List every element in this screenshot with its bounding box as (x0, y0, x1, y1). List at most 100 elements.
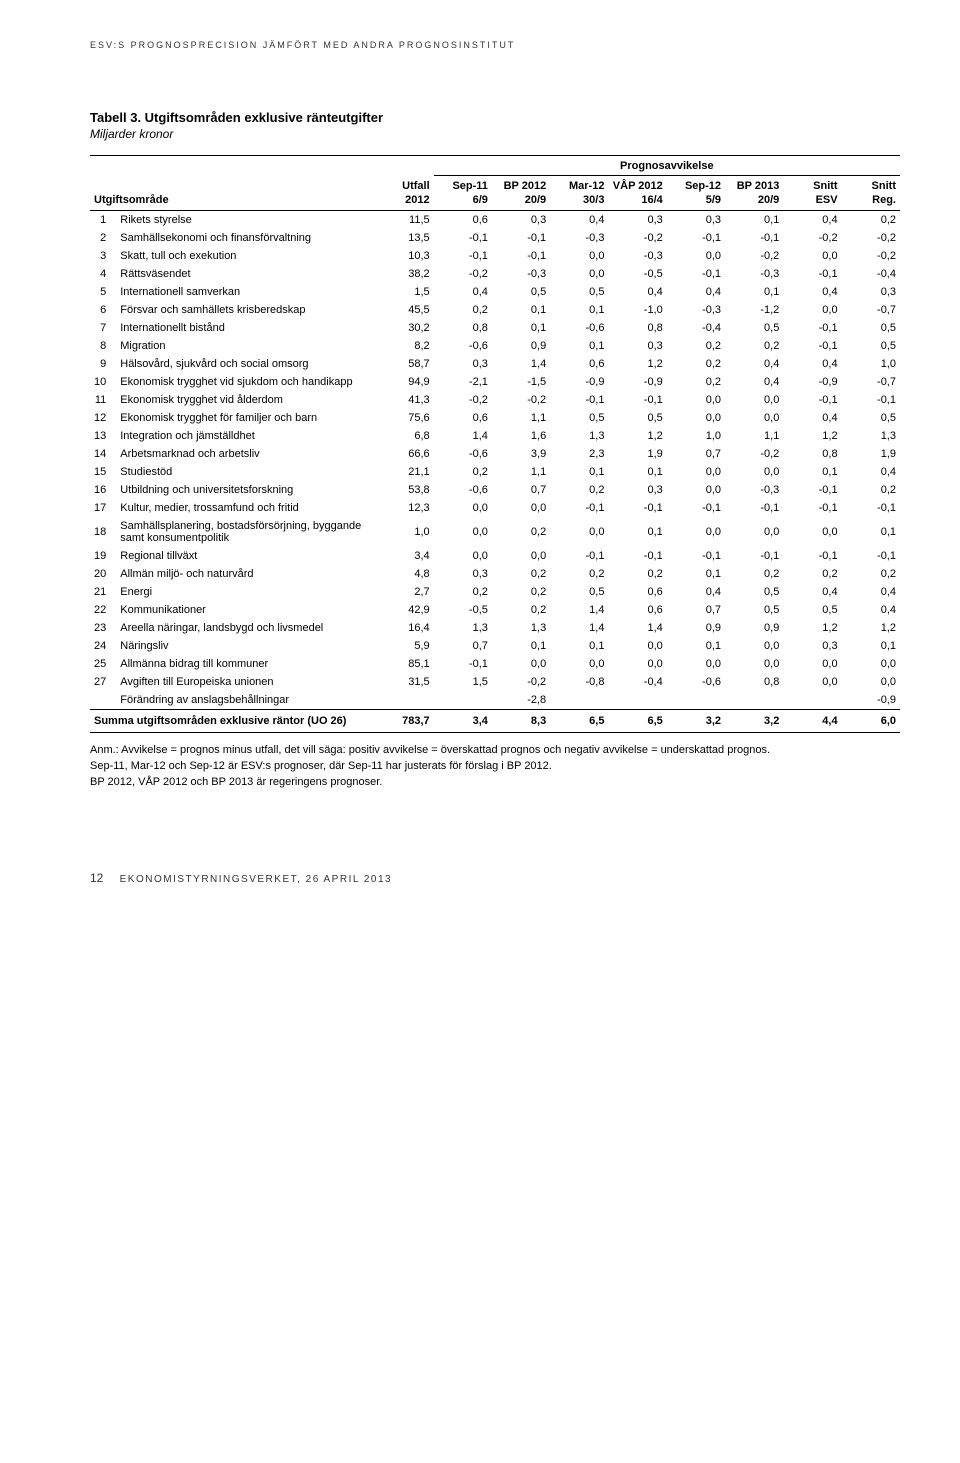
h2-c5: 5/9 (667, 193, 725, 211)
row-utfall: 6,8 (375, 427, 433, 445)
row-val: 0,4 (434, 283, 492, 301)
row-label: Hälsovård, sjukvård och social omsorg (116, 355, 375, 373)
row-val: 0,3 (608, 481, 666, 499)
row-val: 0,5 (550, 283, 608, 301)
h1-c4: VÅP 2012 (608, 176, 666, 194)
row-utfall: 58,7 (375, 355, 433, 373)
row-val: -0,1 (725, 547, 783, 565)
row-val: -0,4 (842, 265, 900, 283)
sum-val: 4,4 (783, 710, 841, 733)
table-body: 1Rikets styrelse11,50,60,30,40,30,30,10,… (90, 211, 900, 733)
row-val: 0,2 (550, 565, 608, 583)
row-val: 1,6 (492, 427, 550, 445)
row-label: Areella näringar, landsbygd och livsmede… (116, 619, 375, 637)
row-val: 0,8 (434, 319, 492, 337)
note-line: Sep-11, Mar-12 och Sep-12 är ESV:s progn… (90, 759, 900, 775)
row-val: 0,2 (667, 355, 725, 373)
row-val: -0,1 (550, 499, 608, 517)
row-number: 5 (90, 283, 116, 301)
row-val: -0,1 (783, 265, 841, 283)
row-val: 0,5 (608, 409, 666, 427)
row-label: Kommunikationer (116, 601, 375, 619)
row-label: Energi (116, 583, 375, 601)
row-label: Rikets styrelse (116, 211, 375, 230)
row-val: -0,2 (492, 391, 550, 409)
row-val: 1,4 (550, 619, 608, 637)
row-val: -0,3 (608, 247, 666, 265)
row-number: 8 (90, 337, 116, 355)
row-utfall: 4,8 (375, 565, 433, 583)
row-label: Arbetsmarknad och arbetsliv (116, 445, 375, 463)
row-val: -1,2 (725, 301, 783, 319)
row-val: 0,0 (667, 409, 725, 427)
row-val: -0,1 (550, 391, 608, 409)
row-val: 0,7 (667, 601, 725, 619)
row-val: 0,6 (608, 583, 666, 601)
h1-left (90, 176, 375, 194)
row-val: 0,1 (842, 637, 900, 655)
row-val: 0,6 (608, 601, 666, 619)
table-row: 25Allmänna bidrag till kommuner85,1-0,10… (90, 655, 900, 673)
row-val: 1,4 (608, 619, 666, 637)
row-val: -0,6 (550, 319, 608, 337)
row-val: -0,1 (492, 229, 550, 247)
row-val: 1,2 (608, 355, 666, 373)
row-val: -0,6 (434, 481, 492, 499)
h1-c8: Snitt (842, 176, 900, 194)
row-number: 21 (90, 583, 116, 601)
row-number (90, 691, 116, 710)
row-utfall: 85,1 (375, 655, 433, 673)
table-row: 2Samhällsekonomi och finansförvaltning13… (90, 229, 900, 247)
row-val: 0,5 (492, 283, 550, 301)
row-utfall: 75,6 (375, 409, 433, 427)
row-utfall: 94,9 (375, 373, 433, 391)
row-utfall: 42,9 (375, 601, 433, 619)
row-val: 0,3 (434, 355, 492, 373)
row-val: 0,4 (725, 355, 783, 373)
row-number: 6 (90, 301, 116, 319)
page-footer: 12 EKONOMISTYRNINGSVERKET, 26 APRIL 2013 (90, 871, 900, 885)
row-utfall: 53,8 (375, 481, 433, 499)
sum-utfall: 783,7 (375, 710, 433, 733)
row-label: Ekonomisk trygghet för familjer och barn (116, 409, 375, 427)
row-val: -0,1 (783, 319, 841, 337)
row-label: Samhällsekonomi och finansförvaltning (116, 229, 375, 247)
row-val: -0,8 (550, 673, 608, 691)
row-label: Integration och jämställdhet (116, 427, 375, 445)
row-val: -0,1 (783, 481, 841, 499)
row-number: 25 (90, 655, 116, 673)
row-val: -0,1 (550, 547, 608, 565)
row-val: -0,7 (842, 301, 900, 319)
row-val: -0,1 (608, 547, 666, 565)
row-val: 0,0 (550, 247, 608, 265)
row-val: 0,3 (608, 337, 666, 355)
row-label: Samhällsplanering, bostadsförsörjning, b… (116, 517, 375, 547)
row-val: 1,0 (667, 427, 725, 445)
table-row: 8Migration8,2-0,60,90,10,30,20,2-0,10,5 (90, 337, 900, 355)
row-val: 0,0 (725, 637, 783, 655)
row-number: 14 (90, 445, 116, 463)
row-label: Näringsliv (116, 637, 375, 655)
sum-label: Summa utgiftsområden exklusive räntor (U… (90, 710, 375, 733)
table-row: 11Ekonomisk trygghet vid ålderdom41,3-0,… (90, 391, 900, 409)
row-number: 12 (90, 409, 116, 427)
row-val: 0,0 (434, 517, 492, 547)
h2-left: Utgiftsområde (90, 193, 375, 211)
row-val: 0,4 (550, 211, 608, 230)
row-val: 1,3 (434, 619, 492, 637)
row-val: 0,4 (783, 355, 841, 373)
row-label: Utbildning och universitetsforskning (116, 481, 375, 499)
row-val: 0,5 (783, 601, 841, 619)
row-utfall: 31,5 (375, 673, 433, 691)
row-val: 0,5 (842, 409, 900, 427)
row-val: 0,3 (434, 565, 492, 583)
table-notes: Anm.: Avvikelse = prognos minus utfall, … (90, 743, 900, 791)
row-val: -0,2 (492, 673, 550, 691)
row-label: Regional tillväxt (116, 547, 375, 565)
row-utfall (375, 691, 433, 710)
row-val: 0,8 (725, 673, 783, 691)
row-val: 0,1 (842, 517, 900, 547)
row-number: 9 (90, 355, 116, 373)
row-val: 0,2 (434, 583, 492, 601)
table-row: 23Areella näringar, landsbygd och livsme… (90, 619, 900, 637)
